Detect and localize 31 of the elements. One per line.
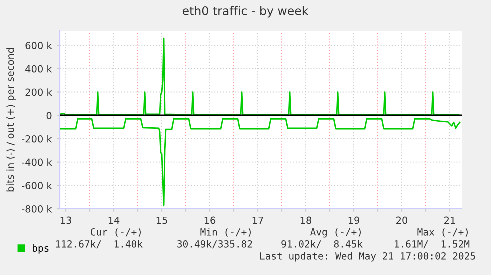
text: Avg (-/+) (310, 228, 361, 238)
x-tick-label: 19 (348, 216, 360, 224)
text: 30.49k/335.82 (178, 240, 252, 249)
y-tick-label: 200 k (26, 88, 52, 96)
text: 112.67k/ 1.40k (56, 240, 143, 249)
y-tick-label: -400 k (22, 158, 52, 166)
line-series (60, 118, 461, 206)
text: 1.61M/ 1.52M (395, 240, 470, 249)
text: Min (-/+) (200, 228, 251, 237)
x-tick-label: 16 (204, 216, 216, 224)
text: Max (-/+) (418, 228, 468, 237)
y-tick-label: -600 k (22, 182, 52, 190)
y-tick-label: 400 k (26, 65, 52, 73)
text: Cur (-/+) (90, 228, 141, 237)
y-tick-label: 600 k (26, 42, 52, 50)
y-axis-title: bits in (-) / out (+) per second (6, 48, 16, 192)
x-tick-label: 20 (396, 216, 408, 224)
y-tick-label: 0 (46, 112, 52, 120)
x-tick-label: 17 (252, 216, 264, 224)
line-series (60, 38, 460, 116)
x-tick-label: 18 (300, 216, 312, 224)
y-tick-label: -800 k (22, 205, 52, 213)
y-tick-label: -200 k (22, 135, 52, 143)
legend-label: bps (33, 244, 49, 254)
x-tick-label: 15 (156, 216, 168, 224)
x-tick-label: 13 (60, 216, 72, 224)
x-tick-label: 21 (444, 216, 456, 224)
text: Last update: Wed May 21 17:00:02 2025 (260, 252, 476, 262)
text: 91.02k/ 8.45k (282, 240, 363, 249)
chart-title: eth0 traffic - by week (182, 6, 309, 18)
x-tick-label: 14 (108, 216, 120, 224)
